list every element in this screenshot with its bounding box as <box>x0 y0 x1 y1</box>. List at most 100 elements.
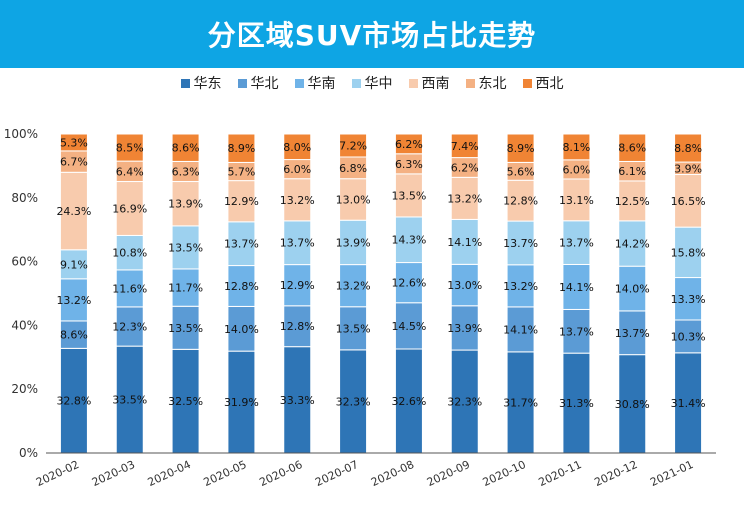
bar-segment <box>115 234 144 271</box>
bar-segment <box>115 345 144 454</box>
data-label: 14.2% <box>615 238 650 251</box>
data-label: 8.8% <box>674 142 702 155</box>
legend-swatch <box>408 78 418 88</box>
bar-segment <box>171 181 200 227</box>
data-label: 32.5% <box>168 395 203 408</box>
data-label: 13.5% <box>168 322 203 335</box>
data-label: 14.1% <box>447 236 482 249</box>
data-label: 13.2% <box>447 192 482 205</box>
y-tick-label: 100% <box>4 127 38 141</box>
bar-segment <box>115 133 144 162</box>
data-label: 8.9% <box>227 142 255 155</box>
data-label: 13.3% <box>671 293 706 306</box>
data-label: 6.8% <box>339 162 367 175</box>
data-label: 16.5% <box>671 195 706 208</box>
data-label: 14.0% <box>224 323 259 336</box>
y-tick-label: 60% <box>11 255 38 269</box>
data-label: 6.7% <box>60 156 88 169</box>
data-label: 13.0% <box>447 279 482 292</box>
x-tick-label: 2020-05 <box>202 458 249 489</box>
data-label: 12.9% <box>224 195 259 208</box>
legend-item: 西南 <box>408 73 450 93</box>
x-tick-label: 2020-08 <box>369 458 416 489</box>
data-label: 15.8% <box>671 246 706 259</box>
y-tick-label: 20% <box>11 382 38 396</box>
data-label: 6.2% <box>451 161 479 174</box>
data-label: 8.6% <box>172 142 200 155</box>
x-tick-label: 2021-01 <box>648 458 695 489</box>
data-label: 14.0% <box>615 283 650 296</box>
x-tick-label: 2020-12 <box>592 458 639 489</box>
data-label: 31.3% <box>559 397 594 410</box>
data-label: 24.3% <box>56 205 91 218</box>
bar-segment <box>506 179 535 222</box>
legend-item: 华南 <box>294 73 336 93</box>
x-tick-label: 2020-10 <box>481 458 528 489</box>
y-tick-label: 80% <box>11 191 38 205</box>
data-label: 13.2% <box>280 194 315 207</box>
data-label: 13.7% <box>280 237 315 250</box>
data-label: 10.8% <box>112 247 147 260</box>
bar-segment <box>227 133 256 163</box>
bar-segment <box>59 320 88 349</box>
data-label: 12.3% <box>112 321 147 334</box>
data-label: 13.1% <box>559 194 594 207</box>
legend-swatch <box>522 78 532 88</box>
data-label: 32.3% <box>336 395 371 408</box>
legend-swatch <box>294 78 304 88</box>
data-label: 6.4% <box>116 165 144 178</box>
bar-segment <box>171 305 200 350</box>
data-label: 33.5% <box>112 394 147 407</box>
bar-segment <box>618 220 647 267</box>
data-label: 13.7% <box>503 237 538 250</box>
bar-segment <box>283 305 312 348</box>
bar-segment <box>115 181 144 236</box>
bar-segment <box>562 308 591 354</box>
bar-segment <box>59 278 88 322</box>
legend-label: 西南 <box>421 76 450 92</box>
legend-item: 华北 <box>237 73 279 93</box>
data-label: 13.5% <box>391 189 426 202</box>
data-label: 13.2% <box>56 294 91 307</box>
data-label: 13.7% <box>559 237 594 250</box>
data-label: 11.6% <box>112 282 147 295</box>
data-label: 12.8% <box>280 320 315 333</box>
bar-segment <box>506 264 535 308</box>
bar-segment <box>339 219 368 266</box>
data-label: 32.6% <box>391 395 426 408</box>
data-label: 6.3% <box>172 165 200 178</box>
bar-segment <box>562 263 591 310</box>
bar-segment <box>562 178 591 222</box>
bar-segment <box>115 306 144 347</box>
data-label: 14.3% <box>391 234 426 247</box>
title-bar: 分区域SUV市场占比走势 <box>0 0 744 68</box>
data-label: 32.3% <box>447 396 482 409</box>
bar-segment <box>283 220 312 266</box>
legend-swatch <box>351 78 361 88</box>
bar-segment <box>506 133 535 163</box>
bar-segment <box>394 133 423 155</box>
data-label: 13.5% <box>336 322 371 335</box>
bar-segment <box>171 348 200 454</box>
data-label: 13.9% <box>168 198 203 211</box>
bar-segment <box>339 178 368 221</box>
bar-segment <box>394 262 423 304</box>
bar-segment <box>618 180 647 222</box>
data-label: 6.0% <box>562 163 590 176</box>
bar-segment <box>227 305 256 352</box>
data-label: 31.9% <box>224 396 259 409</box>
data-label: 32.8% <box>56 395 91 408</box>
x-tick-label: 2020-09 <box>425 458 472 489</box>
bar-segment <box>618 133 647 162</box>
data-label: 16.9% <box>112 202 147 215</box>
bar-segment <box>339 264 368 308</box>
data-label: 13.2% <box>336 280 371 293</box>
data-label: 8.5% <box>116 142 144 155</box>
bar-segment <box>59 171 88 251</box>
bar-segment <box>283 133 312 161</box>
bar-segment <box>59 133 88 152</box>
bar-segment <box>674 226 703 279</box>
data-label: 3.9% <box>674 162 702 175</box>
x-tick-label: 2020-03 <box>90 458 137 489</box>
bar-segment <box>674 133 703 163</box>
